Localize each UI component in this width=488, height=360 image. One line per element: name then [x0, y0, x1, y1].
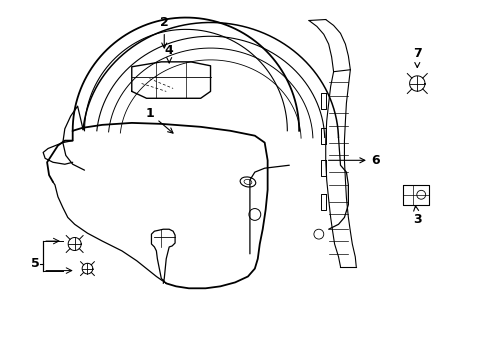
Text: 5: 5: [31, 257, 40, 270]
Text: 3: 3: [412, 206, 421, 226]
Text: 7: 7: [412, 48, 421, 68]
Text: 4: 4: [164, 44, 173, 63]
Text: 2: 2: [160, 16, 168, 48]
Text: 6: 6: [328, 154, 380, 167]
Text: 1: 1: [145, 107, 173, 133]
